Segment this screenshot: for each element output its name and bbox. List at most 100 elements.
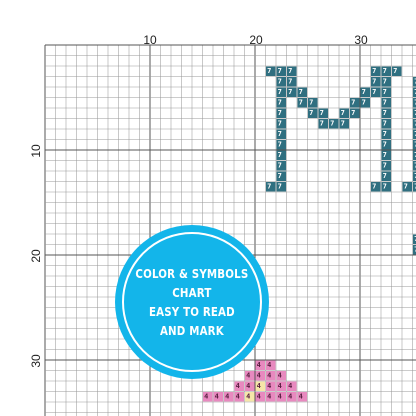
stitch-cell-teal: [276, 66, 286, 76]
stitch-cell-pink: [213, 392, 223, 402]
stitch-cell-pink: [266, 371, 276, 381]
stitch-cell-teal: [360, 87, 370, 97]
stitch-symbol-teal: 7: [383, 78, 387, 86]
stitch-cell-light: [255, 381, 265, 391]
stitch-symbol-teal: 7: [267, 67, 271, 75]
stitch-cell-pink: [287, 381, 297, 391]
stitch-symbol-teal: 7: [414, 183, 416, 191]
stitch-cell-pink: [234, 392, 244, 402]
stitch-cell-teal: [266, 66, 276, 76]
stitch-cell-teal: [381, 77, 391, 87]
stitch-symbol-teal: 7: [414, 162, 416, 170]
stitch-cell-teal: [381, 98, 391, 108]
stitch-symbol-pink: 4: [267, 382, 271, 390]
stitch-symbol-pink: 4: [246, 372, 250, 380]
stitch-cell-pink: [224, 392, 234, 402]
stitch-symbol-teal: 7: [383, 120, 387, 128]
stitch-cell-teal: [413, 150, 416, 160]
stitch-cell-teal: [339, 108, 349, 118]
stitch-cell-teal: [350, 98, 360, 108]
stitch-cell-teal: [308, 98, 318, 108]
stitch-cell-teal: [413, 234, 416, 244]
stitch-symbol-teal: 7: [414, 246, 416, 254]
stitch-cell-teal: [276, 119, 286, 129]
stitch-cell-teal: [371, 66, 381, 76]
stitch-cell-teal: [381, 87, 391, 97]
stitch-cell-pink: [276, 381, 286, 391]
stitch-cell-teal: [276, 129, 286, 139]
stitch-symbol-pink: 4: [204, 393, 208, 401]
stitch-symbol-teal: 7: [278, 162, 282, 170]
stitch-cell-teal: [381, 108, 391, 118]
stitch-cell-teal: [413, 129, 416, 139]
badge-line-2: CHART: [172, 285, 212, 300]
stitch-cell-pink: [255, 392, 265, 402]
stitch-symbol-teal: 7: [414, 130, 416, 138]
stitch-symbol-teal: 7: [278, 172, 282, 180]
stitch-symbol-teal: 7: [414, 99, 416, 107]
color-symbols-badge: COLOR & SYMBOLS CHART EASY TO READ AND M…: [115, 225, 269, 379]
stitch-cell-pink: [287, 392, 297, 402]
stitch-symbol-pink: 4: [278, 393, 282, 401]
stitch-cell-teal: [276, 161, 286, 171]
stitch-symbol-teal: 7: [299, 99, 303, 107]
stitch-cell-pink: [203, 392, 213, 402]
stitch-symbol-teal: 7: [383, 183, 387, 191]
stitch-symbol-teal: 7: [330, 120, 334, 128]
stitch-cell-pink: [276, 392, 286, 402]
stitch-symbol-teal: 7: [351, 109, 355, 117]
col-label-30: 30: [354, 33, 368, 47]
stitch-cell-teal: [360, 98, 370, 108]
col-label-20: 20: [249, 33, 263, 47]
stitch-symbol-pink: 4: [288, 382, 292, 390]
stitch-symbol-teal: 7: [362, 88, 366, 96]
stitch-cell-teal: [413, 182, 416, 192]
stitch-symbol-teal: 7: [288, 78, 292, 86]
stitch-cell-teal: [381, 182, 391, 192]
stitch-symbol-teal: 7: [383, 172, 387, 180]
stitch-cell-teal: [402, 182, 412, 192]
stitch-symbol-pink: 4: [267, 393, 271, 401]
badge-text: COLOR & SYMBOLS CHART EASY TO READ AND M…: [135, 264, 248, 340]
stitch-cell-teal: [381, 171, 391, 181]
stitch-symbol-teal: 7: [414, 141, 416, 149]
stitch-symbol-teal: 7: [383, 141, 387, 149]
stitch-cell-teal: [276, 171, 286, 181]
stitch-symbol-teal: 7: [341, 120, 345, 128]
stitch-cell-teal: [276, 150, 286, 160]
stitch-symbol-teal: 7: [383, 99, 387, 107]
stitch-cell-teal: [413, 98, 416, 108]
row-label-10: 10: [29, 144, 43, 158]
stitch-symbol-teal: 7: [299, 88, 303, 96]
stitch-cell-teal: [318, 108, 328, 118]
stitch-cell-teal: [381, 140, 391, 150]
stitch-symbol-pink: 4: [278, 372, 282, 380]
stitch-cell-teal: [276, 108, 286, 118]
stitch-cell-teal: [276, 77, 286, 87]
stitch-cell-teal: [413, 87, 416, 97]
stitch-symbol-teal: 7: [351, 99, 355, 107]
stitch-symbol-teal: 7: [278, 130, 282, 138]
stitch-symbol-teal: 7: [278, 141, 282, 149]
stitch-cell-teal: [381, 129, 391, 139]
stitch-symbol-teal: 7: [383, 151, 387, 159]
stitch-symbol-pink: 4: [257, 372, 261, 380]
stitch-symbol-teal: 7: [383, 88, 387, 96]
stitch-cell-teal: [381, 66, 391, 76]
stitch-cell-teal: [413, 245, 416, 255]
stitch-cell-teal: [287, 66, 297, 76]
stitch-symbol-pink: 4: [288, 393, 292, 401]
stitch-symbol-teal: 7: [309, 99, 313, 107]
stitch-symbol-teal: 7: [393, 67, 397, 75]
stitch-symbol-teal: 7: [278, 183, 282, 191]
stitch-symbol-teal: 7: [383, 109, 387, 117]
stitch-cell-pink: [255, 360, 265, 370]
stitch-cell-teal: [276, 182, 286, 192]
stitch-symbol-teal: 7: [362, 99, 366, 107]
stitch-symbol-teal: 7: [414, 88, 416, 96]
stitch-symbol-teal: 7: [278, 109, 282, 117]
stitch-cell-pink: [245, 381, 255, 391]
stitch-cell-teal: [329, 119, 339, 129]
stitch-symbol-pink: 4: [225, 393, 229, 401]
